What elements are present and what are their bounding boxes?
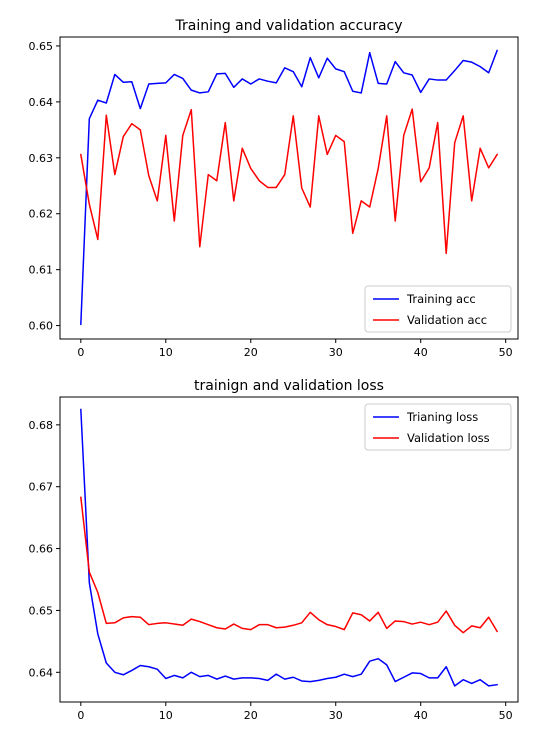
legend-label: Validation acc — [407, 313, 487, 327]
x-tick-label: 0 — [77, 346, 84, 359]
y-tick-label: 0.66 — [29, 543, 54, 556]
legend-box — [364, 285, 512, 333]
y-tick-label: 0.64 — [29, 666, 54, 679]
x-tick-label: 40 — [414, 346, 428, 359]
chart-title: trainign and validation loss — [194, 378, 384, 394]
x-tick-label: 50 — [499, 709, 513, 722]
chart-title: Training and validation accuracy — [174, 18, 402, 34]
series-line-validation — [80, 496, 498, 634]
loss-chart: trainign and validation loss 0 10 20 30 40 50 0… — [29, 378, 519, 722]
x-tick-label: 20 — [244, 709, 258, 722]
y-tick-label: 0.61 — [29, 264, 54, 277]
x-tick-label: 20 — [244, 346, 258, 359]
y-tick-label: 0.62 — [29, 208, 54, 221]
series-line-training — [80, 408, 498, 687]
y-tick-label: 0.63 — [29, 152, 54, 165]
plot-frame — [59, 36, 519, 340]
series-line-training — [80, 49, 498, 326]
legend-label: Training acc — [406, 292, 476, 306]
y-tick-label: 0.65 — [29, 40, 54, 53]
y-tick-label: 0.60 — [29, 320, 54, 333]
y-tick-label: 0.67 — [29, 481, 54, 494]
x-tick-label: 30 — [329, 346, 343, 359]
legend: Trianing loss Validation loss — [364, 403, 512, 451]
legend: Training acc Validation acc — [364, 285, 512, 333]
y-tick-label: 0.64 — [29, 96, 54, 109]
legend-label: Validation loss — [407, 431, 490, 445]
series-line-validation — [80, 108, 498, 255]
accuracy-chart: Training and validation accuracy 0 10 20 30 4… — [29, 18, 519, 359]
legend-box — [364, 403, 512, 451]
y-tick-label: 0.65 — [29, 604, 54, 617]
x-tick-label: 30 — [329, 709, 343, 722]
legend-label: Trianing loss — [406, 410, 478, 424]
x-tick-label: 0 — [77, 709, 84, 722]
x-tick-label: 50 — [499, 346, 513, 359]
x-tick-label: 40 — [414, 709, 428, 722]
plot-frame — [59, 396, 519, 703]
y-tick-label: 0.68 — [29, 419, 54, 432]
x-tick-label: 10 — [159, 709, 173, 722]
x-tick-label: 10 — [159, 346, 173, 359]
